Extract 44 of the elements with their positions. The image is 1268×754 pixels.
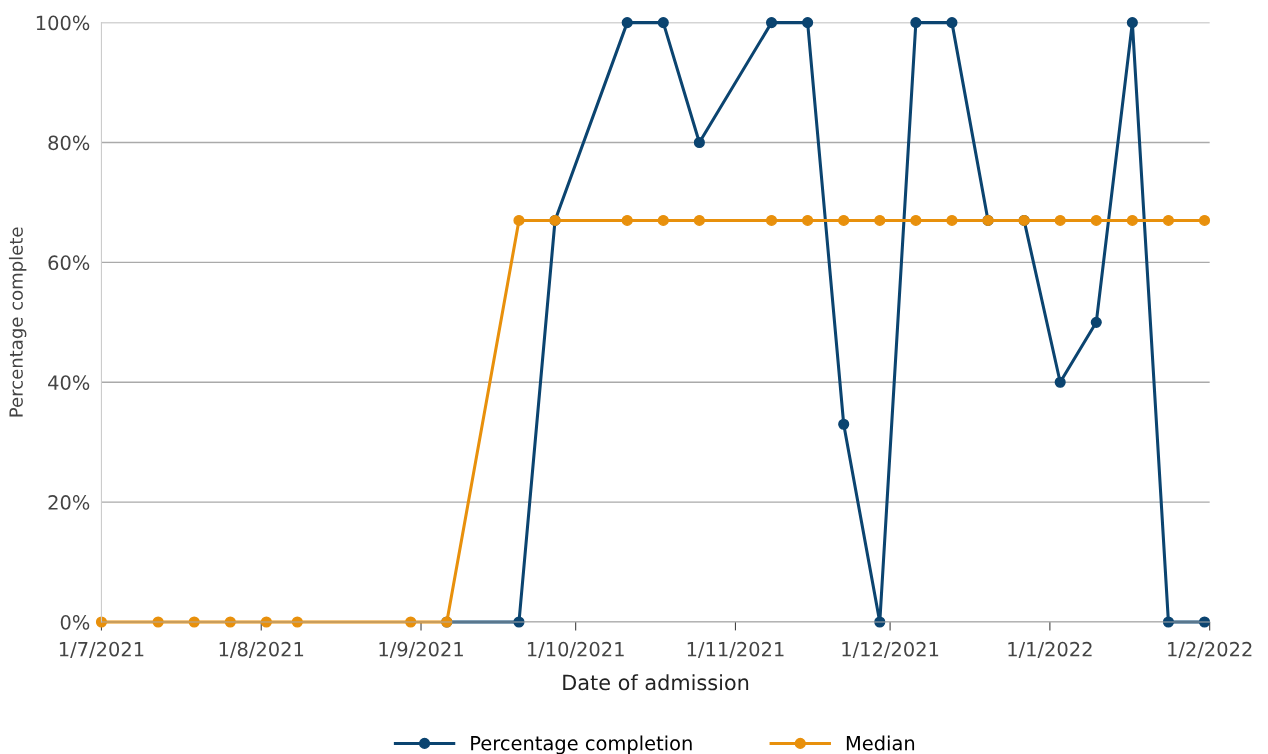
point <box>513 214 525 226</box>
x-tick-label: 1/1/2022 <box>1008 641 1092 659</box>
y-tick-label: 20% <box>48 495 90 510</box>
point <box>693 136 705 149</box>
x-tick-label: 1/8/2021 <box>219 641 304 659</box>
x-tick-label: 1/10/2021 <box>527 641 624 659</box>
y-tick-label: 60% <box>48 255 90 271</box>
point <box>621 214 633 226</box>
point <box>946 214 958 226</box>
y-tick-label: 40% <box>48 375 90 390</box>
point <box>1054 376 1066 388</box>
point <box>946 17 958 29</box>
point <box>1126 214 1138 226</box>
y-tick-label: 0% <box>60 615 90 630</box>
y-tick-label: 100% <box>36 15 90 31</box>
point <box>693 214 705 226</box>
point <box>874 214 886 226</box>
point <box>657 214 669 226</box>
point <box>838 418 850 430</box>
point <box>1198 214 1211 226</box>
x-axis-title: Date of admission <box>563 674 749 691</box>
point <box>1054 214 1066 226</box>
x-tick-label: 1/2/2022 <box>1168 641 1252 659</box>
x-tick-label: 1/12/2021 <box>842 641 939 659</box>
point <box>838 214 850 226</box>
point <box>1162 214 1174 226</box>
y-tick-label: 80% <box>48 135 90 151</box>
legend-label: Percentage completion <box>471 735 692 754</box>
point <box>1090 316 1102 328</box>
x-tick-label: 1/7/2021 <box>59 641 144 659</box>
point <box>765 17 778 29</box>
point <box>765 214 778 226</box>
point <box>910 17 922 29</box>
point <box>1126 17 1138 29</box>
point <box>657 17 669 29</box>
legend-label: Median <box>846 735 915 751</box>
y-axis-title: Percentage complete <box>8 227 27 417</box>
point <box>1090 214 1102 226</box>
point <box>621 17 633 29</box>
point <box>802 17 814 29</box>
point <box>802 214 814 226</box>
x-tick-label: 1/11/2021 <box>687 641 784 659</box>
x-tick-label: 1/9/2021 <box>379 641 463 659</box>
point <box>910 214 922 226</box>
